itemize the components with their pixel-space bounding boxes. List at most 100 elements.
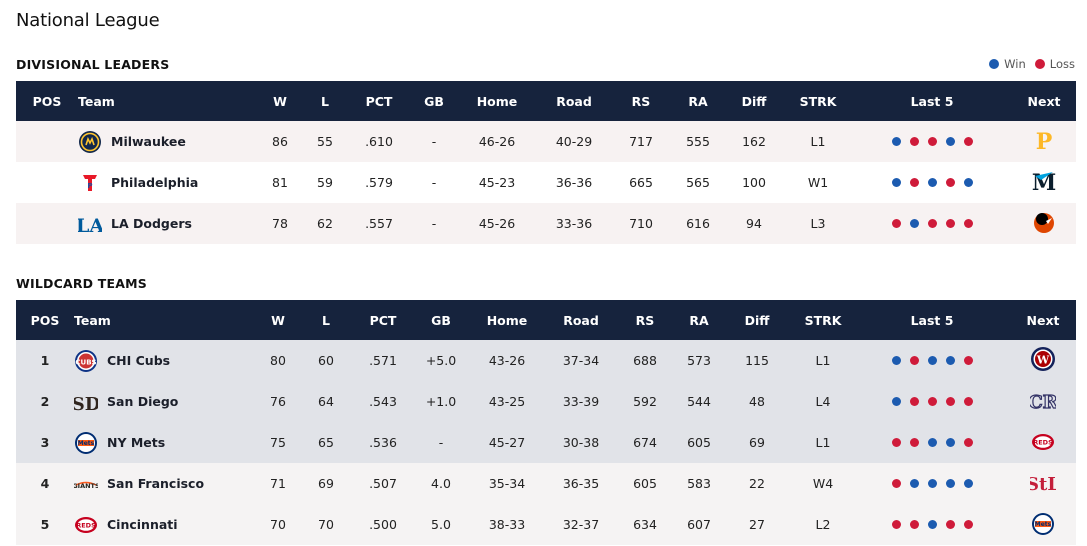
legend-loss-label: Loss	[1049, 57, 1075, 71]
team-name[interactable]: NY Mets	[107, 435, 166, 450]
team-name[interactable]: CHI Cubs	[107, 353, 171, 368]
column-header-road[interactable]: Road	[556, 93, 592, 109]
team-name[interactable]: Milwaukee	[111, 134, 186, 149]
column-header-strk[interactable]: STRK	[799, 93, 837, 109]
loss-dot-icon	[909, 178, 919, 187]
home-cell: 35-34	[488, 476, 526, 491]
loss-dot-icon	[945, 520, 955, 529]
column-header-gb[interactable]: GB	[424, 93, 444, 109]
column-header-l[interactable]: L	[321, 93, 329, 109]
table-row[interactable]: 5 REDS Cincinnati 70 70 .500 5.0 38-33 32-37 634 6…	[16, 504, 1076, 545]
cardinals-logo-icon[interactable]: StL	[1030, 469, 1056, 495]
gb-cell: -	[431, 175, 437, 190]
ra-cell: 573	[687, 353, 711, 368]
team-cell[interactable]: REDS Cincinnati	[74, 504, 254, 545]
column-header-home[interactable]: Home	[476, 93, 518, 109]
team-cell[interactable]: LA LA Dodgers	[78, 203, 256, 244]
table-header-row: POS Team W L PCT GB Home Road RS RA Diff STRK Last 5…	[16, 300, 1076, 340]
reds-logo-icon[interactable]: REDS	[1030, 429, 1056, 455]
column-header-last-5[interactable]: Last 5	[910, 93, 954, 109]
next-opponent-cell[interactable]: M	[1012, 162, 1076, 203]
team-name[interactable]: Philadelphia	[111, 175, 199, 190]
w-cell: 86	[272, 134, 288, 149]
diff-cell: 48	[749, 394, 765, 409]
column-header-diff[interactable]: Diff	[741, 93, 767, 109]
table-row[interactable]: 4 GIANTS San Francisco 71 69 .507 4.0 35-34 36-3…	[16, 463, 1076, 504]
column-header-team[interactable]: Team	[74, 312, 111, 328]
mets-logo-icon[interactable]: Mets	[1030, 511, 1056, 537]
svg-text:Mets: Mets	[78, 440, 95, 447]
team-cell[interactable]: Milwaukee	[78, 121, 256, 162]
column-header-w[interactable]: W	[273, 93, 287, 109]
pct-cell: .536	[369, 435, 397, 450]
nationals-logo-icon[interactable]: W	[1030, 346, 1056, 372]
team-name[interactable]: San Diego	[107, 394, 179, 409]
next-opponent-cell[interactable]: P	[1012, 121, 1076, 162]
column-header-gb[interactable]: GB	[431, 312, 451, 328]
column-header-pos[interactable]: POS	[30, 312, 60, 328]
column-header-w[interactable]: W	[271, 312, 285, 328]
strk-cell: L1	[810, 134, 826, 149]
team-cell[interactable]: CUBS CHI Cubs	[74, 340, 254, 381]
table-row[interactable]: 3 Mets NY Mets 75 65 .536 - 45-27 30-38 674 605 69 L…	[16, 422, 1076, 463]
column-header-road[interactable]: Road	[563, 312, 599, 328]
road-cell: 37-34	[562, 353, 600, 368]
team-name[interactable]: San Francisco	[107, 476, 205, 491]
column-header-home[interactable]: Home	[486, 312, 528, 328]
dodgers-logo-icon: LA	[78, 212, 102, 236]
team-cell[interactable]: GIANTS San Francisco	[74, 463, 254, 504]
next-opponent-cell[interactable]: REDS	[1010, 422, 1076, 463]
column-header-rs[interactable]: RS	[631, 93, 651, 109]
table-row[interactable]: 2 SD San Diego 76 64 .543 +1.0 43-25 33-39 592 544…	[16, 381, 1076, 422]
position-cell	[16, 203, 78, 244]
diff-cell: 22	[749, 476, 765, 491]
w-cell: 76	[270, 394, 286, 409]
column-header-pos[interactable]: POS	[32, 93, 62, 109]
column-header-rs[interactable]: RS	[635, 312, 655, 328]
column-header-strk[interactable]: STRK	[804, 312, 842, 328]
column-header-next[interactable]: Next	[1026, 312, 1060, 328]
strk-cell: W4	[812, 476, 834, 491]
team-cell[interactable]: Mets NY Mets	[74, 422, 254, 463]
next-opponent-cell[interactable]: W	[1010, 340, 1076, 381]
svg-text:SD: SD	[74, 394, 98, 414]
column-header-l[interactable]: L	[322, 312, 330, 328]
column-header-next[interactable]: Next	[1027, 93, 1061, 109]
team-name[interactable]: Cincinnati	[107, 517, 178, 532]
orioles-logo-icon[interactable]	[1031, 209, 1057, 235]
pct-cell: .610	[365, 134, 393, 149]
column-header-diff[interactable]: Diff	[744, 312, 770, 328]
table-row[interactable]: 1 CUBS CHI Cubs 80 60 .571 +5.0 43-26 37-34 688 57…	[16, 340, 1076, 381]
column-header-pct[interactable]: PCT	[369, 312, 397, 328]
column-header-ra[interactable]: RA	[688, 93, 708, 109]
w-cell: 81	[272, 175, 288, 190]
l-cell: 55	[317, 134, 333, 149]
gb-cell: +5.0	[425, 353, 457, 368]
next-opponent-cell[interactable]: StL	[1010, 463, 1076, 504]
column-header-last-5[interactable]: Last 5	[910, 312, 954, 328]
ra-cell: 565	[686, 175, 710, 190]
rs-cell: 634	[633, 517, 657, 532]
marlins-logo-icon[interactable]: M	[1031, 168, 1057, 194]
rockies-logo-icon[interactable]: CR	[1030, 387, 1056, 413]
team-cell[interactable]: SD San Diego	[74, 381, 254, 422]
next-opponent-cell[interactable]: CR	[1010, 381, 1076, 422]
column-header-ra[interactable]: RA	[689, 312, 709, 328]
table-row[interactable]: Milwaukee 86 55 .610 - 46-26 40-29 717 555 162 L1 P	[16, 121, 1076, 162]
pirates-logo-icon[interactable]: P	[1031, 127, 1057, 153]
team-cell[interactable]: P Philadelphia	[78, 162, 256, 203]
wildcard-standings-table: POS Team W L PCT GB Home Road RS RA Diff STRK Last 5…	[16, 300, 1076, 545]
column-header-pct[interactable]: PCT	[365, 93, 393, 109]
team-name[interactable]: LA Dodgers	[111, 216, 192, 231]
w-cell: 70	[270, 517, 286, 532]
column-header-team[interactable]: Team	[78, 93, 115, 109]
diff-cell: 94	[746, 216, 762, 231]
next-opponent-cell[interactable]: Mets	[1010, 504, 1076, 545]
diff-cell: 162	[742, 134, 766, 149]
table-row[interactable]: LA LA Dodgers 78 62 .557 - 45-26 33-36 710 616 94 L…	[16, 203, 1076, 244]
table-row[interactable]: P Philadelphia 81 59 .579 - 45-23 36-36 665 565 10…	[16, 162, 1076, 203]
rs-cell: 592	[633, 394, 657, 409]
next-opponent-cell[interactable]	[1012, 203, 1076, 244]
pct-cell: .557	[365, 216, 393, 231]
loss-dot-icon	[963, 397, 973, 406]
